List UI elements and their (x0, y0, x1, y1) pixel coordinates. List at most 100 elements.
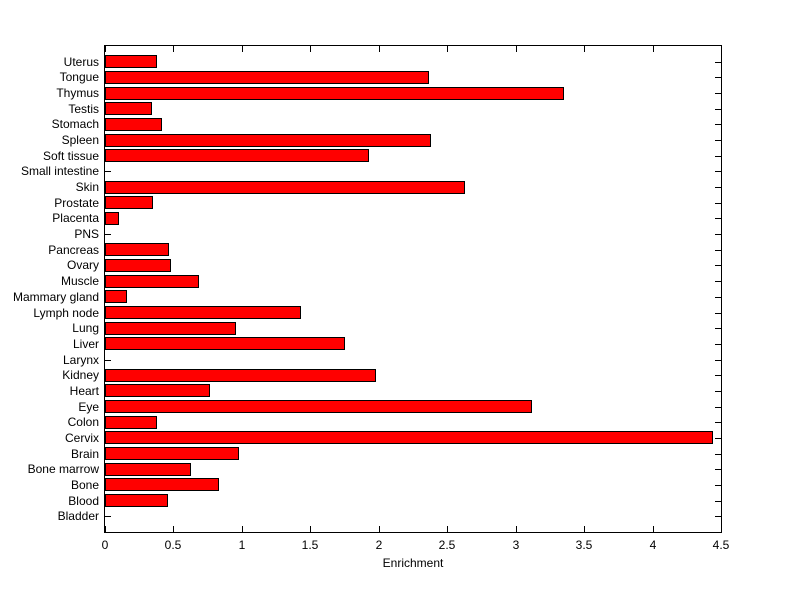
x-tick-mark (310, 46, 311, 52)
y-tick-mark (715, 250, 721, 251)
bar-kidney (105, 369, 376, 382)
y-tick-mark (105, 171, 111, 172)
bar-heart (105, 384, 210, 397)
x-tick-mark (584, 46, 585, 52)
x-tick-label: 4 (649, 538, 657, 552)
x-axis-label: Enrichment (382, 556, 444, 570)
y-tick-label: Prostate (54, 196, 99, 210)
x-tick-mark (447, 46, 448, 52)
y-tick-mark (715, 281, 721, 282)
x-tick-mark (584, 526, 585, 532)
y-tick-label: Skin (75, 180, 99, 194)
y-tick-mark (105, 360, 111, 361)
x-tick-mark (447, 526, 448, 532)
y-tick-mark (715, 93, 721, 94)
bar-spleen (105, 134, 431, 147)
y-tick-label: Heart (69, 384, 99, 398)
y-tick-label: Testis (68, 102, 99, 116)
y-tick-mark (715, 375, 721, 376)
y-tick-label: Soft tissue (42, 149, 99, 163)
y-tick-mark (715, 313, 721, 314)
y-tick-label: Uterus (63, 55, 99, 69)
y-tick-mark (715, 469, 721, 470)
y-tick-mark (715, 344, 721, 345)
y-tick-mark (715, 485, 721, 486)
x-tick-mark (242, 526, 243, 532)
y-tick-label: Liver (72, 337, 99, 351)
x-tick-label: 0.5 (164, 538, 182, 552)
bar-placenta (105, 212, 119, 225)
y-tick-label: Larynx (62, 353, 99, 367)
bar-lung (105, 322, 236, 335)
bar-mammary-gland (105, 290, 127, 303)
bar-soft-tissue (105, 149, 369, 162)
bar-brain (105, 447, 239, 460)
y-tick-mark (105, 516, 111, 517)
y-tick-label: Small intestine (20, 164, 99, 178)
x-tick-mark (516, 526, 517, 532)
x-tick-label: 3 (512, 538, 520, 552)
y-tick-label: Bone (70, 478, 99, 492)
y-tick-mark (715, 328, 721, 329)
x-tick-label: 2.5 (438, 538, 456, 552)
y-tick-label: Cervix (64, 431, 99, 445)
plot-area (104, 45, 722, 533)
y-tick-mark (715, 407, 721, 408)
x-tick-mark (653, 526, 654, 532)
bar-muscle (105, 275, 199, 288)
bar-stomach (105, 118, 162, 131)
bar-tongue (105, 71, 429, 84)
bar-eye (105, 400, 532, 413)
bar-bone-marrow (105, 463, 191, 476)
y-tick-mark (715, 140, 721, 141)
bar-prostate (105, 196, 153, 209)
y-tick-label: Bone marrow (27, 462, 99, 476)
y-tick-label: Pancreas (48, 243, 99, 257)
bar-uterus (105, 55, 157, 68)
y-tick-mark (715, 203, 721, 204)
x-tick-label: 1.5 (301, 538, 319, 552)
x-tick-label: 3.5 (575, 538, 593, 552)
y-tick-mark (715, 360, 721, 361)
y-tick-mark (715, 77, 721, 78)
bar-bone (105, 478, 219, 491)
x-tick-label: 4.5 (712, 538, 730, 552)
x-tick-mark (242, 46, 243, 52)
y-tick-label: Brain (70, 447, 99, 461)
y-tick-label: Tongue (59, 70, 99, 84)
x-tick-label: 0 (101, 538, 109, 552)
x-tick-mark (516, 46, 517, 52)
y-tick-mark (715, 156, 721, 157)
y-tick-mark (715, 62, 721, 63)
x-tick-mark (379, 526, 380, 532)
y-tick-mark (715, 454, 721, 455)
x-tick-mark (105, 526, 106, 532)
y-tick-label: Kidney (62, 368, 99, 382)
y-tick-mark (715, 297, 721, 298)
bar-colon (105, 416, 157, 429)
y-tick-mark (715, 234, 721, 235)
x-tick-mark (721, 526, 722, 532)
x-tick-mark (173, 46, 174, 52)
x-tick-mark (721, 46, 722, 52)
bar-skin (105, 181, 465, 194)
bar-cervix (105, 431, 713, 444)
x-tick-mark (173, 526, 174, 532)
y-tick-label: Ovary (66, 258, 99, 272)
x-tick-label: 2 (375, 538, 383, 552)
y-tick-mark (715, 391, 721, 392)
x-tick-mark (379, 46, 380, 52)
bar-lymph-node (105, 306, 301, 319)
y-tick-label: Blood (68, 494, 99, 508)
y-tick-label: Bladder (57, 509, 99, 523)
bar-pancreas (105, 243, 169, 256)
x-tick-label: 1 (238, 538, 246, 552)
y-tick-label: Muscle (60, 274, 99, 288)
x-tick-mark (310, 526, 311, 532)
x-tick-mark (105, 46, 106, 52)
y-tick-mark (715, 124, 721, 125)
y-tick-label: Lung (72, 321, 99, 335)
y-tick-mark (715, 218, 721, 219)
y-tick-mark (715, 109, 721, 110)
y-tick-mark (715, 516, 721, 517)
